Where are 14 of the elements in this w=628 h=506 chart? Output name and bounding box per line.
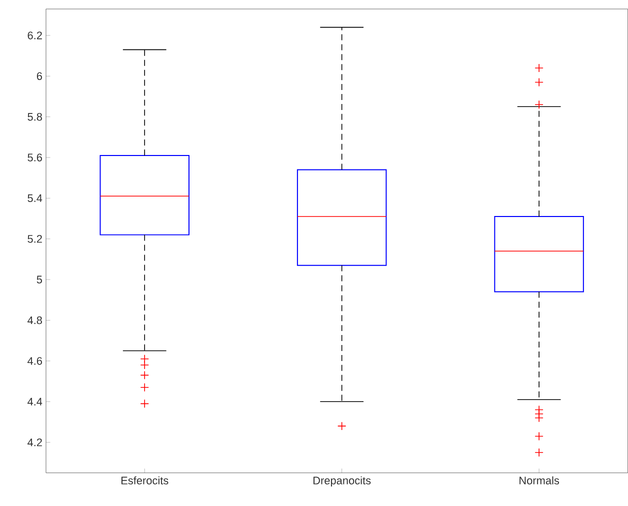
- x-tick-label: Normals: [520, 476, 560, 484]
- y-tick-label: 6.2: [28, 32, 42, 40]
- y-tick-label: 5.4: [28, 194, 42, 202]
- y-tick-label: 5: [36, 276, 42, 284]
- y-tick-label: 5.2: [28, 235, 42, 243]
- x-tick-label: Drepanocits: [314, 476, 371, 487]
- y-tick-label: 4.4: [27, 398, 42, 406]
- y-tick-label: 5.6: [28, 154, 42, 162]
- y-tick-label: 4.8: [27, 316, 42, 324]
- y-tick-label: 4.2: [27, 438, 42, 446]
- y-tick-label: 4.6: [27, 357, 42, 365]
- x-tick-label: Esferocits: [121, 476, 168, 484]
- y-tick-label: 6: [36, 72, 42, 80]
- y-tick-label: 5.8: [28, 113, 42, 121]
